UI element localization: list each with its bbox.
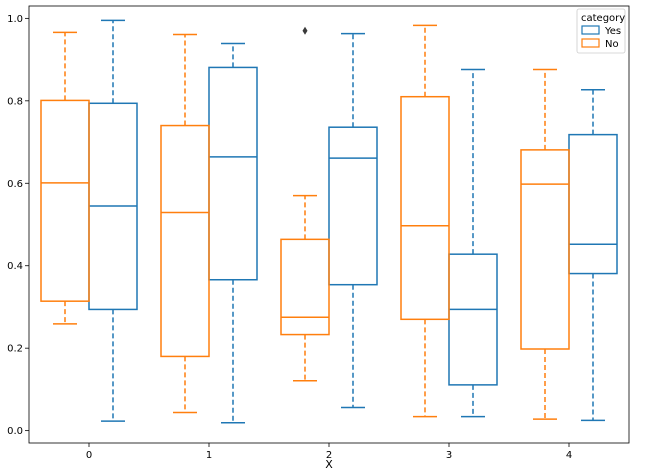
box-yes-2 [328,32,378,409]
y-tick-label: 0.0 [7,426,23,437]
box-yes-1 [208,42,258,424]
iqr-box [160,124,210,358]
iqr-box [280,238,330,336]
y-tick-label: 1.0 [7,14,23,25]
box-yes-3 [448,68,498,418]
legend-swatch-yes [581,25,600,35]
y-tick-label: 0.2 [7,344,23,355]
legend-swatch-no [581,38,600,48]
box-no-3 [400,24,450,418]
iqr-box [448,253,498,386]
legend-label-no: No [605,39,619,50]
iqr-box [520,149,570,350]
iqr-box [208,66,258,281]
legend-label-yes: Yes [604,26,621,37]
iqr-box [40,99,90,302]
y-tick-label: 0.4 [7,261,23,272]
x-tick-label: 4 [566,450,572,461]
legend-title: category [581,13,625,24]
iqr-box [328,126,378,286]
iqr-box [568,133,618,275]
box-no-4 [520,68,570,420]
x-tick-label: 2 [326,450,332,461]
x-tick-label: 1 [206,450,212,461]
box-no-2 [280,26,330,382]
x-axis-label: X [325,458,333,471]
legend: category Yes No [576,8,626,54]
y-tick-label: 0.8 [7,96,23,107]
x-axis: 0 1 2 3 4 [86,443,572,461]
box-yes-4 [568,88,618,422]
box-no-0 [40,31,90,325]
x-tick-label: 3 [446,450,452,461]
iqr-box [400,95,450,321]
y-axis: 0.0 0.2 0.4 0.6 0.8 1.0 [7,14,29,437]
boxes-layer [40,19,618,424]
box-yes-0 [88,19,138,422]
box-no-1 [160,33,210,414]
x-tick-label: 0 [86,450,92,461]
y-tick-label: 0.6 [7,179,23,190]
outlier-marker [302,26,308,35]
